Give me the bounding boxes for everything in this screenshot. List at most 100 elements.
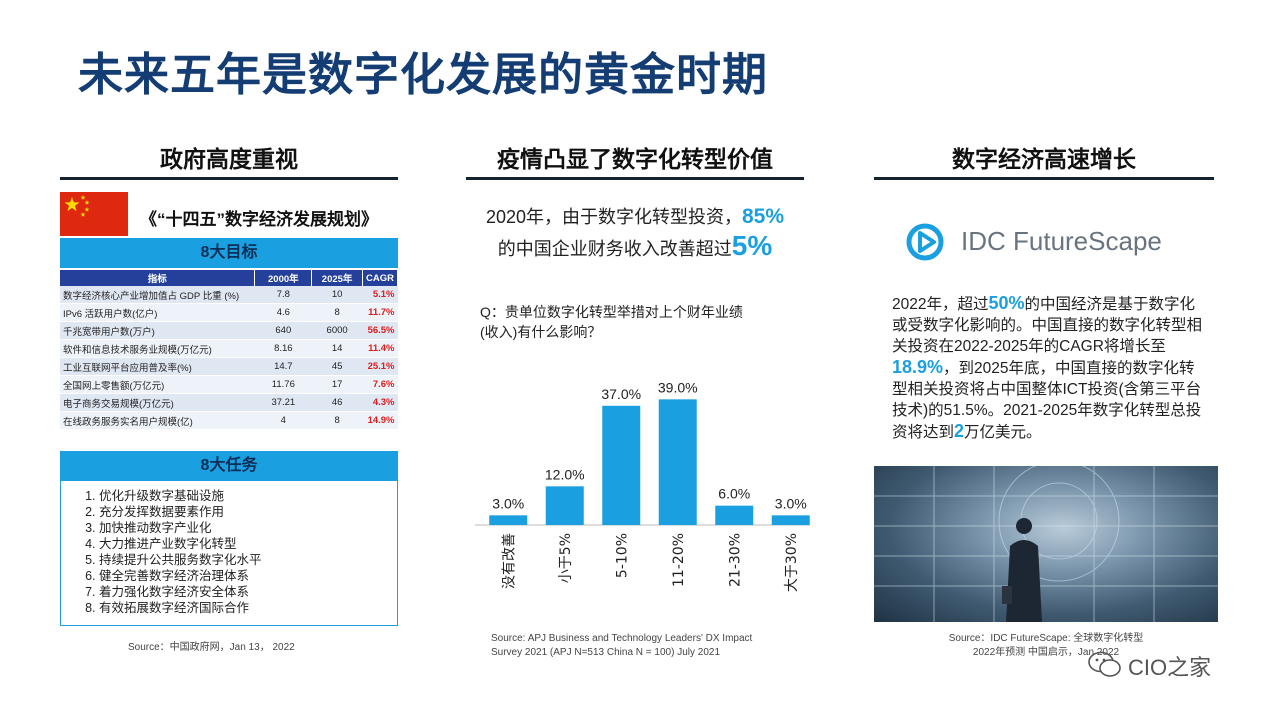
idc-play-icon bbox=[906, 223, 944, 261]
middle-heading-rule bbox=[466, 177, 804, 180]
list-item: 健全完善数字经济治理体系 bbox=[99, 568, 397, 584]
bar-2 bbox=[602, 405, 641, 525]
right-source: Source：IDC FutureScape: 全球数字化转型 2022年预测 … bbox=[874, 632, 1218, 660]
list-item: 着力强化数字经济安全体系 bbox=[99, 584, 397, 600]
list-item: 充分发挥数据要素作用 bbox=[99, 504, 397, 520]
middle-source-line-2: Survey 2021 (APJ N=513 China N = 100) Ju… bbox=[491, 647, 721, 658]
row-2000: 7.8 bbox=[254, 286, 312, 304]
businessman-tech-image bbox=[874, 466, 1218, 622]
bar-3 bbox=[658, 399, 697, 525]
row-cagr: 5.1% bbox=[362, 286, 398, 304]
data-label-5: 3.0% bbox=[775, 495, 807, 511]
row-2000: 4.6 bbox=[254, 303, 312, 322]
right-paragraph: 2022年，超过50%的中国经济是基于数字化或受数字化影响的。中国直接的数字化转… bbox=[892, 293, 1208, 443]
row-cagr: 4.3% bbox=[362, 393, 398, 412]
row-2000: 4 bbox=[254, 411, 312, 430]
table-header-2000: 2000年 bbox=[254, 270, 313, 286]
data-label-0: 3.0% bbox=[492, 495, 524, 511]
middle-column-heading: 疫情凸显了数字化转型价值 bbox=[497, 147, 773, 173]
data-label-1: 12.0% bbox=[545, 466, 585, 482]
list-item: 有效拓展数字经济国际合作 bbox=[99, 600, 397, 616]
row-cagr: 7.6% bbox=[362, 375, 398, 394]
row-cagr: 56.5% bbox=[362, 321, 398, 340]
row-2025: 10 bbox=[311, 286, 363, 304]
row-2000: 37.21 bbox=[254, 393, 312, 412]
right-paragraph-text-a: 2022年，超过 bbox=[892, 296, 989, 313]
stat-50-percent: 50% bbox=[988, 293, 1025, 313]
table-row: 软件和信息技术服务业规模(万亿元) 8.16 14 11.4% bbox=[60, 339, 398, 358]
stat-18-9-percent: 18.9% bbox=[892, 357, 944, 377]
row-indicator: 工业互联网平台应用普及率(%) bbox=[60, 357, 255, 376]
row-indicator: 软件和信息技术服务业规模(万亿元) bbox=[60, 339, 255, 358]
row-2025: 14 bbox=[311, 339, 363, 358]
left-column-heading: 政府高度重视 bbox=[160, 147, 298, 173]
stat-5-percent: 5% bbox=[731, 230, 773, 261]
data-label-3: 39.0% bbox=[658, 379, 698, 395]
data-label-2: 37.0% bbox=[601, 386, 641, 402]
bar-5 bbox=[771, 515, 810, 525]
right-heading-rule bbox=[874, 177, 1214, 180]
table-row: 千兆宽带用户数(万户) 640 6000 56.5% bbox=[60, 321, 398, 340]
table-header-indicator: 指标 bbox=[60, 270, 256, 286]
bar-1 bbox=[545, 486, 584, 525]
table-header-cagr: CAGR bbox=[362, 270, 398, 286]
row-cagr: 25.1% bbox=[362, 357, 398, 376]
row-2000: 11.76 bbox=[254, 375, 312, 394]
middle-source-line-1: Source: APJ Business and Technology Lead… bbox=[491, 633, 753, 644]
right-source-line-2: 2022年预测 中国启示，Jan 2022 bbox=[972, 647, 1120, 658]
page-title: 未来五年是数字化发展的黄金时期 bbox=[78, 48, 769, 101]
tasks-list: 优化升级数字基础设施 充分发挥数据要素作用 加快推动数字产业化 大力推进产业数字… bbox=[60, 480, 398, 626]
stat-85-percent: 85% bbox=[742, 205, 785, 228]
survey-question: Q：贵单位数字化转型举措对上个财年业绩 (收入)有什么影响？ bbox=[480, 302, 800, 342]
category-label-4: 21-30% bbox=[727, 533, 743, 587]
row-cagr: 11.4% bbox=[362, 339, 398, 358]
data-label-4: 6.0% bbox=[718, 486, 750, 502]
stat-line-2: 的中国企业财务收入改善超过5% bbox=[470, 230, 800, 262]
idc-logo-text: IDC FutureScape bbox=[961, 226, 1162, 256]
row-2000: 14.7 bbox=[254, 357, 312, 376]
category-label-1: 小于5% bbox=[558, 533, 574, 583]
survey-question-line-2: (收入)有什么影响？ bbox=[480, 324, 602, 340]
survey-question-line-1: Q：贵单位数字化转型举措对上个财年业绩 bbox=[480, 304, 743, 320]
row-2000: 8.16 bbox=[254, 339, 312, 358]
bar-4 bbox=[715, 505, 754, 525]
list-item: 优化升级数字基础设施 bbox=[99, 488, 397, 504]
row-indicator: 数字经济核心产业增加值占 GDP 比重 (%) bbox=[60, 286, 255, 304]
plan-title: 《“十四五”数字经济发展规划》 bbox=[140, 210, 378, 229]
row-indicator: 电子商务交易规模(万亿元) bbox=[60, 393, 255, 412]
right-paragraph-text-c: 的中国经济是基于数字化或受数字化影响的。中国直接的数字化转型相关投资在2022-… bbox=[892, 296, 1203, 355]
row-cagr: 14.9% bbox=[362, 411, 398, 430]
row-2025: 45 bbox=[311, 357, 363, 376]
row-2025: 8 bbox=[311, 303, 363, 322]
right-source-line-1: Source：IDC FutureScape: 全球数字化转型 bbox=[948, 633, 1144, 644]
list-item: 持续提升公共服务数字化水平 bbox=[99, 552, 397, 568]
china-flag-icon bbox=[60, 192, 128, 236]
category-label-2: 5-10% bbox=[614, 533, 630, 578]
table-header-2025: 2025年 bbox=[311, 270, 364, 286]
table-row: IPv6 活跃用户数(亿户) 4.6 8 11.7% bbox=[60, 303, 398, 322]
row-indicator: 在线政务服务实名用户规模(亿) bbox=[60, 411, 255, 430]
category-label-5: 大于30% bbox=[784, 533, 800, 592]
stat-line-2-text: 的中国企业财务收入改善超过 bbox=[497, 239, 732, 259]
right-column-heading: 数字经济高速增长 bbox=[952, 147, 1136, 173]
row-indicator: 千兆宽带用户数(万户) bbox=[60, 321, 255, 340]
watermark-text: CIO之家 bbox=[1128, 655, 1212, 680]
table-row: 数字经济核心产业增加值占 GDP 比重 (%) 7.8 10 5.1% bbox=[60, 286, 398, 304]
row-2025: 17 bbox=[311, 375, 363, 394]
bar-0 bbox=[489, 515, 528, 525]
goals-table: 指标 2000年 2025年 CAGR 数字经济核心产业增加值占 GDP 比重 … bbox=[60, 270, 398, 430]
stat-line-1: 2020年，由于数字化转型投资，85% bbox=[470, 203, 800, 229]
row-2000: 640 bbox=[254, 321, 312, 340]
table-row: 在线政务服务实名用户规模(亿) 4 8 14.9% bbox=[60, 411, 398, 430]
stat-line-1-text: 2020年，由于数字化转型投资， bbox=[485, 207, 742, 227]
wechat-icon bbox=[1088, 651, 1121, 677]
table-row: 工业互联网平台应用普及率(%) 14.7 45 25.1% bbox=[60, 357, 398, 376]
left-heading-rule bbox=[60, 177, 398, 180]
tasks-header: 8大任务 bbox=[60, 451, 398, 481]
category-label-0: 没有改善 bbox=[501, 533, 517, 589]
row-indicator: 全国网上零售额(万亿元) bbox=[60, 375, 255, 394]
list-item: 加快推动数字产业化 bbox=[99, 520, 397, 536]
stat-2-trillion: 2 bbox=[954, 421, 965, 441]
middle-source: Source: APJ Business and Technology Lead… bbox=[491, 632, 752, 660]
right-paragraph-text-e: ，到2025年底，中国直接的数字化转型相关投资将占中国整体ICT投资(含第三平台… bbox=[892, 360, 1202, 441]
